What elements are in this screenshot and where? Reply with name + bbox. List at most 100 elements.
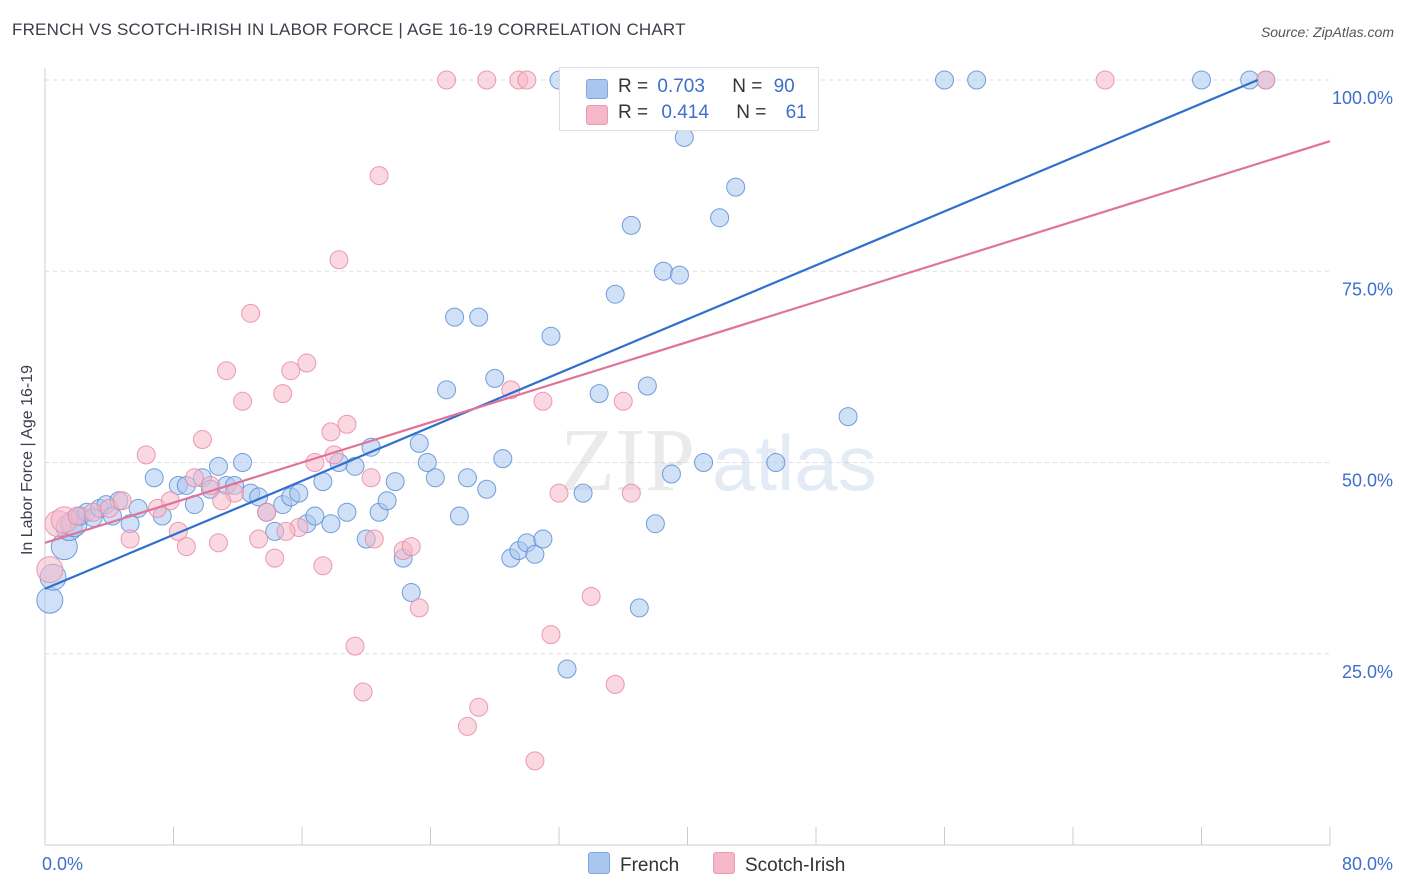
- scotch-irish-n-label: N =: [736, 102, 767, 123]
- scotch-irish-point-46: [517, 70, 537, 90]
- scotch-irish-point-23: [265, 548, 285, 568]
- french-point-74: [674, 127, 694, 147]
- y-tick-label-25: 25.0%: [1342, 662, 1393, 682]
- french-point-0: [36, 586, 64, 614]
- french-point-75: [694, 453, 714, 472]
- scotch-irish-point-20: [241, 303, 261, 323]
- trend-lines: [44, 78, 1331, 590]
- scotch-irish-point-29: [313, 556, 333, 576]
- scotch-irish-point-54: [621, 483, 641, 503]
- french-point-78: [766, 453, 786, 472]
- french-point-61: [533, 529, 553, 549]
- scotch-irish-point-6: [112, 491, 132, 511]
- scotch-irish-point-55: [364, 529, 384, 549]
- french-r-value: 0.703: [657, 76, 705, 97]
- legend-french-swatch: [588, 852, 610, 874]
- scotch-irish-r-value: 0.414: [661, 102, 709, 123]
- scotch-irish-point-41: [469, 697, 489, 717]
- scotch-irish-point-57: [1256, 70, 1276, 90]
- scotch-irish-point-8: [136, 445, 156, 465]
- french-point-53: [469, 307, 489, 327]
- scotch-irish-point-14: [192, 430, 212, 450]
- french-point-51: [449, 506, 469, 526]
- french-point-62: [541, 326, 561, 346]
- scotch-irish-point-52: [605, 674, 625, 694]
- scotch-irish-point-17: [217, 361, 237, 381]
- french-point-38: [345, 456, 365, 476]
- french-point-69: [637, 376, 657, 396]
- watermark: ZIP atlas: [560, 411, 877, 510]
- french-point-33: [305, 506, 325, 526]
- french-trend-line: [44, 78, 1259, 590]
- french-point-81: [967, 70, 987, 90]
- french-n-label: N =: [732, 76, 763, 97]
- scotch-irish-point-31: [329, 250, 349, 270]
- y-tick-label-75: 75.0%: [1342, 279, 1393, 299]
- scotch-irish-point-24: [273, 384, 293, 404]
- scotch-irish-point-4: [83, 502, 103, 522]
- legend-item-french[interactable]: French: [588, 852, 679, 877]
- scotch-irish-point-56: [1095, 70, 1115, 90]
- scotch-irish-point-59: [212, 491, 232, 511]
- french-point-46: [409, 433, 429, 453]
- french-point-80: [935, 70, 954, 90]
- legend-scotch-irish-swatch: [713, 852, 735, 874]
- scotch-irish-point-22: [257, 502, 277, 522]
- legend-item-scotch-irish[interactable]: Scotch-Irish: [713, 852, 845, 877]
- scotch-irish-point-3: [67, 506, 87, 526]
- french-point-14: [144, 468, 164, 488]
- french-point-50: [445, 307, 465, 327]
- chart-title: FRENCH VS SCOTCH-IRISH IN LABOR FORCE | …: [12, 20, 686, 39]
- french-point-71: [653, 261, 673, 281]
- french-point-47: [417, 453, 437, 472]
- french-point-66: [605, 284, 625, 304]
- french-point-43: [385, 472, 405, 492]
- french-swatch: [586, 79, 608, 99]
- y-tick-label-50: 50.0%: [1342, 471, 1393, 491]
- scotch-irish-point-38: [401, 537, 421, 557]
- french-point-72: [661, 464, 681, 484]
- scotch-irish-point-12: [176, 537, 196, 557]
- french-r-label: R =: [618, 76, 649, 97]
- scotch-irish-point-34: [353, 682, 373, 702]
- french-point-55: [485, 368, 505, 388]
- source-label: Source: ZipAtlas.com: [1260, 24, 1394, 40]
- scotch-irish-point-27: [297, 353, 317, 373]
- y-tick-label-100: 100.0%: [1332, 88, 1393, 108]
- x-tick-label-min: 0.0%: [42, 854, 83, 874]
- french-point-56: [493, 449, 513, 469]
- scotch-irish-point-13: [184, 468, 204, 488]
- french-point-49: [437, 380, 457, 400]
- scotch-irish-point-48: [533, 391, 553, 411]
- french-point-76: [710, 208, 730, 228]
- french-point-52: [457, 468, 477, 488]
- scotch-irish-point-51: [581, 586, 601, 606]
- french-point-45: [401, 583, 421, 603]
- scotch-irish-point-47: [525, 751, 545, 771]
- stats-legend: R = 0.703 N = 90 R = 0.414 N = 61: [559, 67, 819, 131]
- scotch-irish-point-7: [120, 529, 140, 549]
- scotch-irish-point-36: [369, 166, 389, 186]
- legend-french-label: French: [620, 855, 680, 876]
- x-tick-label-max: 80.0%: [1342, 854, 1393, 874]
- scotch-irish-point-30: [321, 422, 341, 442]
- french-n-value: 90: [773, 76, 795, 97]
- scotch-irish-point-58: [276, 521, 296, 541]
- scotch-irish-point-21: [249, 529, 269, 549]
- scotch-irish-point-43: [437, 70, 457, 90]
- scotch-irish-point-49: [541, 625, 561, 645]
- scotch-irish-point-35: [361, 468, 381, 488]
- scotch-irish-trend-line: [44, 140, 1331, 544]
- scotch-irish-point-33: [345, 636, 365, 656]
- scotch-irish-swatch: [586, 105, 608, 125]
- scotch-irish-point-50: [549, 483, 569, 503]
- french-point-82: [1192, 70, 1211, 90]
- stats-legend-row-french: R = 0.703 N = 90: [560, 76, 818, 100]
- french-point-42: [377, 491, 397, 511]
- scotch-irish-points: [36, 70, 1276, 771]
- tick-labels: 100.0% 75.0% 50.0% 25.0% 0.0% 80.0%: [42, 88, 1393, 874]
- grid-lines: [45, 79, 1330, 655]
- french-point-79: [838, 407, 858, 427]
- french-point-31: [289, 483, 309, 503]
